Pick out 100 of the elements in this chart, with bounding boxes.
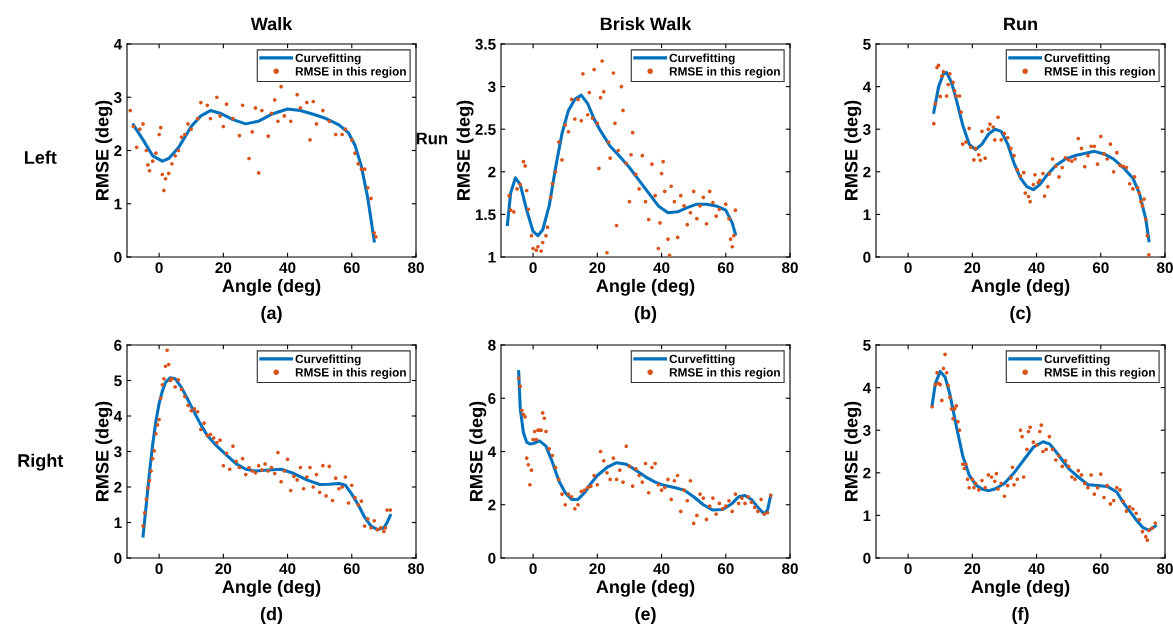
legend-label: Curvefitting <box>1044 53 1110 65</box>
y-axis-title: RMSE (deg) <box>456 100 474 200</box>
text: (d) <box>260 607 283 624</box>
x-tick-label: 20 <box>964 563 981 575</box>
y-tick-label: 4 <box>113 39 123 50</box>
x-axis-title: Angle (deg) <box>596 278 695 296</box>
legend-label: Curvefitting <box>295 354 361 366</box>
y-tick-label: 0 <box>863 552 871 564</box>
x-tick-label: 20 <box>589 563 606 575</box>
y-tick-label: 1 <box>114 517 122 529</box>
x-tick-label: 0 <box>155 563 163 575</box>
legend-label: RMSE in this region <box>1044 367 1155 379</box>
x-axis-title: Angle (deg) <box>971 579 1070 597</box>
text: Left <box>24 150 57 164</box>
legend-label: RMSE in this region <box>295 66 406 78</box>
legend-label: Curvefitting <box>295 53 361 65</box>
legend-label: Curvefitting <box>669 354 735 366</box>
y-tick-label: 5 <box>863 340 871 351</box>
y-tick-label: 0 <box>114 552 122 564</box>
y-tick-label: 3 <box>113 92 122 103</box>
x-tick-label: 0 <box>529 262 537 274</box>
y-tick-label: 2 <box>863 467 871 479</box>
x-tick-label: 20 <box>964 262 981 274</box>
y-tick-label: 5 <box>863 39 871 50</box>
y-axis-title: RMSE (deg) <box>95 100 113 200</box>
y-tick-label: 3 <box>113 446 122 458</box>
y-tick-label: 1 <box>863 209 871 220</box>
x-tick-label: 40 <box>279 563 296 575</box>
y-tick-label: 0 <box>488 552 496 564</box>
y-tick-label: 1 <box>114 198 122 210</box>
line-series <box>131 107 376 243</box>
y-tick-label: 1 <box>488 252 496 263</box>
x-tick-label: 80 <box>781 262 798 274</box>
y-tick-label: 1 <box>863 510 871 521</box>
x-axis-title: Angle (deg) <box>222 579 321 597</box>
y-tick-label: 6 <box>488 393 496 404</box>
chart-title: Run <box>1004 17 1037 31</box>
y-tick-label: 2 <box>863 166 871 178</box>
legend-label: RMSE in this region <box>669 367 780 379</box>
y-tick-label: 4 <box>862 382 872 394</box>
y-axis-title: RMSE (deg) <box>469 401 487 501</box>
y-tick-label: 4 <box>862 81 872 93</box>
x-tick-label: 40 <box>653 563 670 575</box>
x-tick-label: 60 <box>343 563 360 575</box>
y-tick-label: 3 <box>862 425 871 436</box>
x-tick-label: 60 <box>717 262 734 274</box>
y-axis-title: RMSE (deg) <box>844 401 862 501</box>
chart-title: Walk <box>250 17 293 31</box>
x-tick-label: 80 <box>781 563 798 575</box>
x-tick-label: 60 <box>1092 563 1109 575</box>
x-tick-label: 20 <box>215 262 232 274</box>
x-tick-label: 80 <box>407 563 424 575</box>
y-tick-label: 0 <box>863 251 871 263</box>
line-series <box>505 93 737 238</box>
y-tick-label: 2.5 <box>475 124 496 135</box>
y-tick-label: 1.5 <box>475 209 496 221</box>
y-axis-title: RMSE (deg) <box>95 401 113 501</box>
x-tick-label: 20 <box>215 563 232 575</box>
x-tick-label: 60 <box>343 262 360 274</box>
x-tick-label: 40 <box>1028 262 1045 274</box>
y-tick-label: 3 <box>487 81 496 93</box>
x-tick-label: 40 <box>1028 563 1045 575</box>
legend-label: Curvefitting <box>1044 354 1110 366</box>
x-axis-title: Angle (deg) <box>596 579 695 597</box>
legend-label: RMSE in this region <box>295 367 406 379</box>
y-tick-label: 0 <box>114 251 122 263</box>
y-tick-label: 2 <box>488 499 496 511</box>
x-axis-title: Angle (deg) <box>222 278 321 296</box>
x-tick-label: 40 <box>653 262 670 274</box>
y-tick-label: 2 <box>114 481 122 493</box>
legend-label: RMSE in this region <box>669 66 780 78</box>
legend-label: RMSE in this region <box>1044 66 1155 78</box>
y-tick-label: 2 <box>114 145 122 157</box>
x-tick-label: 60 <box>1092 262 1109 274</box>
y-tick-label: 6 <box>114 339 122 351</box>
text: Right <box>18 453 64 471</box>
y-tick-label: 3.5 <box>475 38 496 50</box>
legend-label: Curvefitting <box>669 53 735 65</box>
y-tick-label: 4 <box>487 446 497 458</box>
x-tick-label: 80 <box>1156 563 1173 575</box>
x-tick-label: 0 <box>904 262 912 274</box>
text: (f) <box>1012 607 1029 624</box>
text: (b) <box>634 306 657 323</box>
x-tick-label: 0 <box>529 563 537 575</box>
x-tick-label: 80 <box>407 262 424 274</box>
y-tick-label: 8 <box>488 339 496 351</box>
x-axis-title: Angle (deg) <box>971 278 1070 296</box>
chart-title: Brisk Walk <box>600 17 692 31</box>
x-tick-label: 60 <box>717 563 734 575</box>
x-tick-label: 0 <box>904 563 912 575</box>
text: (c) <box>1010 306 1031 323</box>
y-tick-label: 4 <box>113 411 123 422</box>
y-tick-label: 5 <box>114 375 122 387</box>
y-tick-label: 2 <box>488 166 496 178</box>
x-tick-label: 80 <box>1156 262 1173 274</box>
y-tick-label: 3 <box>862 124 871 135</box>
x-tick-label: 40 <box>279 262 296 274</box>
text: (a) <box>261 306 282 323</box>
text: (e) <box>635 607 656 624</box>
x-tick-label: 0 <box>155 262 163 274</box>
